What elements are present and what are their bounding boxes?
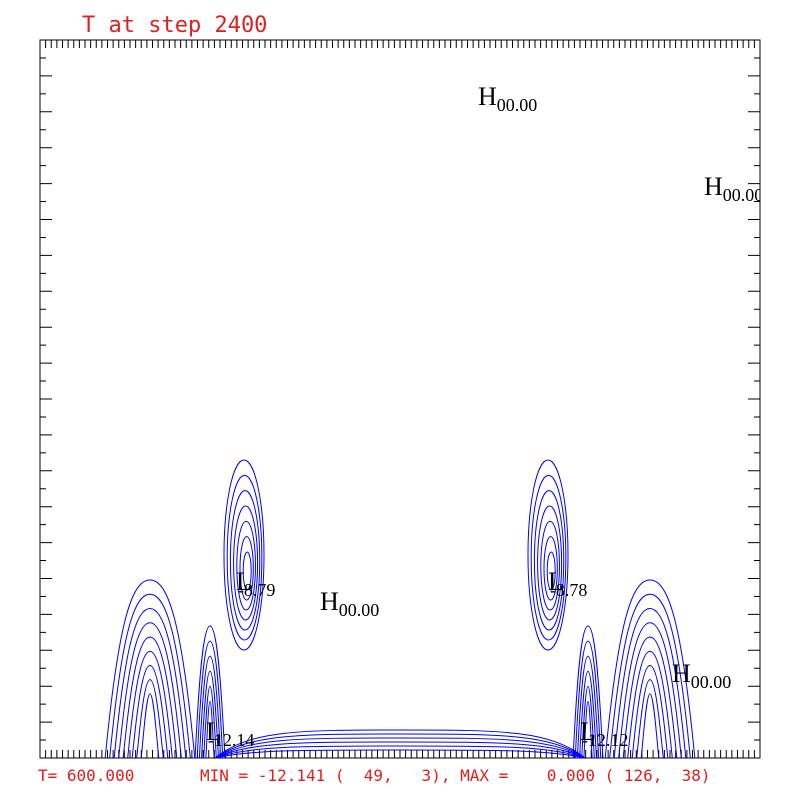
contour [540, 520, 560, 611]
contour [533, 490, 565, 631]
extremum-label: H00.00 [704, 172, 763, 205]
extremum-value: 00.00 [339, 600, 380, 620]
extremum-label: L-8.78 [548, 567, 587, 600]
contour [131, 664, 169, 758]
extremum-symbol: H [320, 587, 339, 616]
contour [205, 700, 215, 758]
extremum-label: L-8.79 [236, 567, 275, 600]
contour [214, 729, 586, 758]
contour [530, 474, 567, 641]
contour [627, 650, 673, 758]
contour [609, 593, 691, 758]
extremum-label: H00.00 [320, 587, 379, 620]
extremum-value: 00.00 [723, 185, 764, 205]
contour [618, 622, 682, 758]
contour [214, 741, 586, 758]
contour [226, 474, 263, 641]
extremum-symbol: H [704, 172, 723, 201]
contour [636, 679, 664, 758]
contour [604, 579, 696, 758]
contour [201, 670, 219, 758]
extremum-value: -8.78 [550, 580, 588, 600]
contour [613, 607, 687, 758]
extremum-symbol: L [580, 717, 596, 746]
contour [242, 551, 252, 591]
contour [583, 700, 593, 758]
contour [113, 607, 187, 758]
contour [581, 685, 595, 758]
contour [579, 670, 597, 758]
contour [576, 655, 600, 758]
contour [140, 693, 160, 758]
extremum-symbol: L [206, 717, 222, 746]
extremum-value: -8.79 [238, 580, 276, 600]
extremum-symbol: L [548, 567, 564, 596]
extremum-value: 00.00 [691, 672, 732, 692]
contour [229, 490, 261, 631]
extremum-label: H00.00 [672, 659, 731, 692]
extremum-label: L-12.12 [580, 717, 628, 750]
extremum-symbol: H [478, 82, 497, 111]
extremum-symbol: L [236, 567, 252, 596]
extremum-value: -12.12 [582, 730, 629, 750]
contour [136, 679, 164, 758]
tick-marks [39, 39, 761, 759]
extremum-label: H00.00 [478, 82, 537, 115]
contour-lines [104, 459, 696, 758]
contour [118, 622, 182, 758]
contour [622, 636, 678, 758]
contour [239, 536, 254, 601]
contour [109, 593, 191, 758]
contour [236, 520, 256, 611]
contour [104, 579, 196, 758]
contour [203, 685, 217, 758]
contour [214, 737, 586, 758]
contour [194, 625, 226, 758]
tick [39, 39, 761, 759]
extremum-symbol: H [672, 659, 691, 688]
extremum-label: L-12.14 [206, 717, 254, 750]
contour [127, 650, 173, 758]
contour [572, 625, 604, 758]
contour [543, 536, 558, 601]
contour [214, 733, 586, 758]
contour [196, 640, 224, 758]
contour [546, 551, 556, 591]
frame [39, 39, 761, 759]
contour [214, 745, 586, 758]
contour [527, 459, 569, 651]
contour [223, 459, 265, 651]
extremum-value: -12.14 [208, 730, 255, 750]
footer-minmax: MIN = -12.141 ( 49, 3), MAX = 0.000 ( 12… [200, 766, 711, 785]
contour [214, 749, 586, 758]
contour [640, 693, 660, 758]
contour [198, 655, 222, 758]
contour [233, 505, 259, 621]
contour [122, 636, 178, 758]
contour [574, 640, 602, 758]
footer-time: T= 600.000 [38, 766, 134, 785]
contour [631, 664, 669, 758]
contour [537, 505, 563, 621]
extremum-value: 00.00 [497, 95, 538, 115]
plot-title: T at step 2400 [82, 13, 267, 38]
